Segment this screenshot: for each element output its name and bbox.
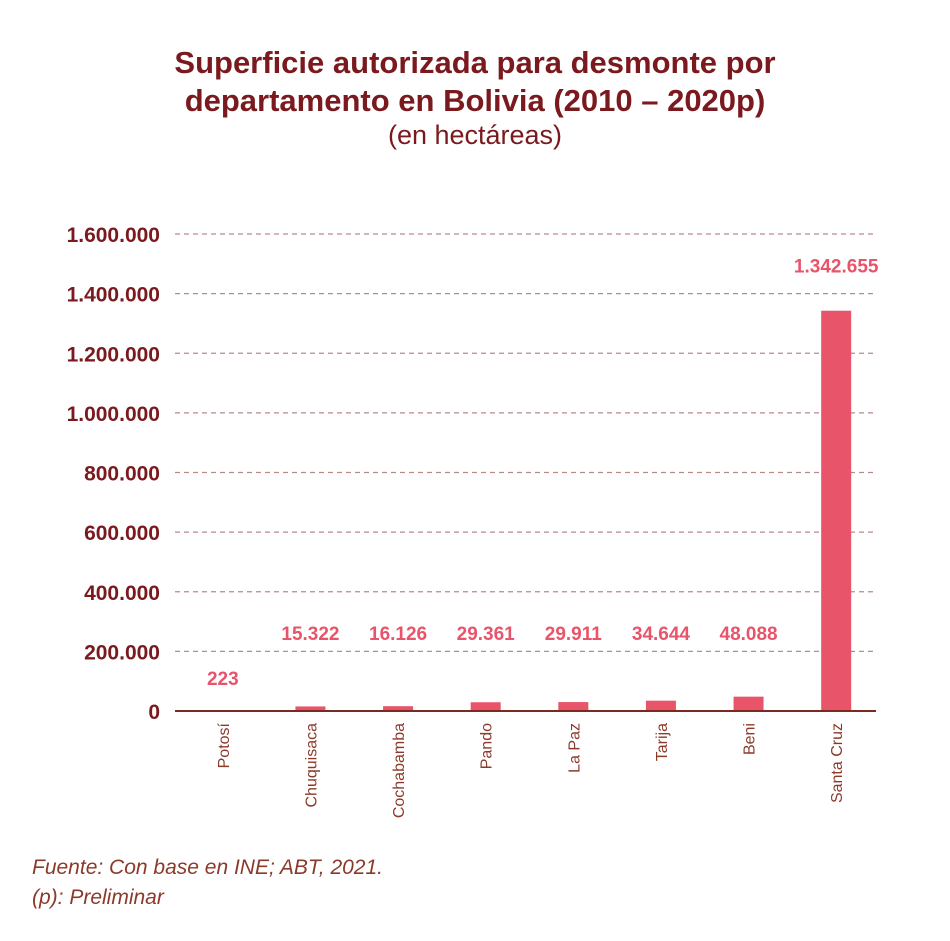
bar (295, 706, 326, 711)
chart-subtitle: (en hectáreas) (387, 120, 563, 150)
preliminary-note: (p): Preliminar (32, 886, 164, 909)
data-label: 15.322 (281, 624, 339, 645)
chart-title: Superficie autorizada para desmonte por … (0, 44, 950, 120)
data-label: 34.644 (632, 624, 691, 645)
y-tick-label: 800.000 (84, 463, 160, 486)
x-tick-label: Pando (479, 723, 496, 769)
data-label: 1.342.655 (794, 257, 879, 278)
x-tick-label: Chuquisaca (303, 723, 320, 808)
y-tick-label: 600.000 (84, 522, 160, 545)
source-note: Fuente: Con base en INE; ABT, 2021. (32, 856, 384, 879)
y-tick-label: 1.000.000 (67, 403, 160, 426)
x-tick-label: La Paz (566, 723, 583, 773)
y-tick-label: 1.600.000 (67, 224, 160, 247)
x-tick-label: Beni (742, 723, 759, 755)
y-tick-label: 1.200.000 (67, 343, 160, 366)
title-line-2: departamento en Bolivia (2010 – 2020p) (184, 83, 766, 118)
bar (383, 706, 414, 711)
x-tick-label: Santa Cruz (829, 723, 846, 803)
y-tick-label: 0 (148, 701, 160, 724)
y-tick-label: 1.400.000 (67, 284, 160, 307)
data-label: 16.126 (369, 624, 427, 645)
data-label: 29.911 (545, 624, 602, 645)
bar (821, 310, 852, 711)
data-label: 29.361 (457, 624, 516, 645)
y-tick-label: 200.000 (84, 641, 160, 664)
y-tick-label: 400.000 (84, 582, 160, 605)
bar (470, 702, 501, 711)
bar (733, 696, 764, 711)
title-line-1: Superficie autorizada para desmonte por (174, 45, 776, 80)
x-tick-label: Tarija (654, 723, 671, 761)
bar (558, 702, 589, 711)
x-tick-label: Potosí (216, 722, 233, 768)
x-tick-label: Cochabamba (391, 723, 408, 818)
bar (645, 700, 676, 711)
data-label: 48.088 (720, 624, 778, 645)
data-label: 223 (207, 669, 239, 690)
